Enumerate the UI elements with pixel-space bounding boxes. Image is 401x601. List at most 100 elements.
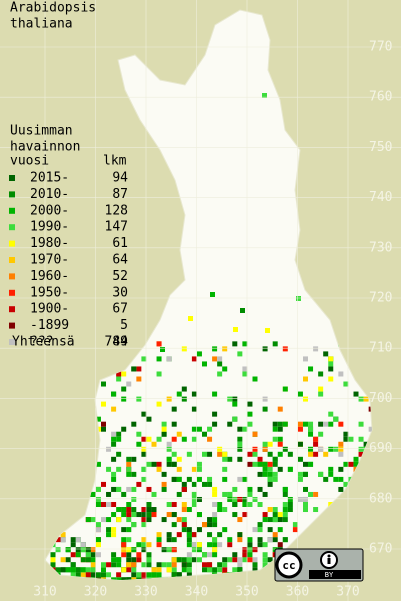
observation-cell: [277, 421, 283, 427]
observation-cell: [328, 361, 334, 367]
observation-cell: [237, 351, 243, 357]
observation-cell: [267, 441, 273, 447]
observation-cell: [202, 567, 207, 573]
observation-cell: [252, 577, 258, 580]
observation-cell: [247, 421, 253, 427]
observation-cell: [267, 481, 273, 487]
observation-cell: [131, 507, 137, 513]
observation-cell: [292, 527, 298, 533]
observation-cell: [368, 532, 372, 538]
observation-cell: [374, 577, 379, 582]
observation-cell: [252, 431, 258, 437]
observation-cell: [61, 582, 66, 587]
observation-cell: [368, 426, 372, 432]
observation-cell: [111, 557, 117, 563]
observation-cell: [313, 522, 319, 528]
observation-cell: [121, 552, 127, 558]
observation-cell: [237, 577, 243, 580]
observation-cell: [121, 567, 127, 573]
observation-cell: [262, 517, 268, 523]
observation-cell: [262, 542, 268, 548]
observation-cell: [348, 436, 354, 442]
cc-icon: [275, 551, 303, 579]
observation-cell: [65, 456, 71, 462]
observation-cell: [353, 466, 359, 472]
observation-cell: [181, 517, 187, 523]
observation-cell: [95, 577, 101, 580]
observation-cell: [80, 542, 86, 548]
observation-cell: [161, 481, 167, 487]
observation-cell: [121, 577, 127, 580]
observation-cell: [131, 346, 137, 352]
observation-cell: [181, 577, 187, 580]
observation-cell: [202, 577, 207, 580]
observation-cell: [116, 371, 122, 377]
observation-cell: [131, 421, 137, 427]
legend-count: 30: [112, 285, 128, 300]
observation-cell: [90, 491, 96, 497]
observation-cell: [237, 436, 243, 442]
observation-cell: [121, 356, 127, 362]
observation-cell: [379, 472, 384, 477]
observation-cell: [181, 481, 187, 487]
observation-cell: [166, 577, 172, 580]
observation-cell: [212, 547, 218, 553]
observation-cell: [70, 577, 76, 580]
observation-cell: [297, 441, 303, 447]
observation-cell: [252, 577, 258, 580]
observation-cell: [217, 577, 223, 580]
observation-cell: [75, 466, 81, 472]
observation-cell: [166, 356, 172, 362]
observation-cell: [136, 512, 142, 518]
observation-cell: [358, 532, 364, 538]
observation-cell: [121, 491, 127, 497]
observation-cell: [262, 93, 267, 98]
observation-cell: [358, 507, 364, 513]
observation-cell: [252, 557, 258, 563]
observation-cell: [247, 486, 253, 492]
observation-cell: [131, 496, 137, 502]
observation-cell: [374, 427, 379, 432]
observation-cell: [237, 567, 243, 573]
observation-cell: [318, 446, 324, 452]
observation-cell: [297, 426, 303, 432]
observation-cell: [70, 441, 76, 447]
observation-cell: [171, 421, 177, 427]
observation-cell: [227, 582, 232, 587]
observation-cell: [136, 366, 142, 372]
observation-cell: [212, 356, 218, 362]
observation-cell: [111, 486, 117, 492]
northing-label: 750: [369, 140, 392, 155]
observation-cell: [70, 572, 76, 578]
observation-cell: [111, 562, 117, 568]
observation-cell: [318, 431, 324, 437]
observation-cell: [151, 441, 157, 447]
observation-cell: [348, 461, 354, 467]
observation-cell: [338, 527, 344, 533]
observation-cell: [116, 572, 122, 578]
observation-cell: [343, 532, 349, 538]
observation-cell: [60, 476, 66, 482]
observation-cell: [146, 552, 152, 558]
observation-cell: [60, 557, 66, 563]
observation-cell: [50, 537, 56, 543]
observation-cell: [191, 577, 197, 580]
observation-cell: [363, 356, 369, 362]
observation-cell: [186, 562, 192, 568]
northing-label: 700: [369, 391, 392, 406]
observation-cell: [237, 577, 243, 580]
observation-cell: [80, 577, 86, 580]
observation-cell: [111, 471, 117, 477]
observation-cell: [348, 537, 354, 543]
observation-cell: [227, 577, 233, 580]
observation-cell: [65, 486, 71, 492]
observation-cell: [379, 567, 384, 572]
observation-cell: [85, 431, 91, 437]
observation-cell: [358, 446, 364, 452]
by-icon-head: [327, 554, 331, 558]
observation-cell: [136, 577, 142, 580]
observation-cell: [212, 542, 218, 548]
observation-cell: [45, 431, 51, 437]
observation-cell: [242, 547, 248, 553]
observation-cell: [237, 496, 243, 502]
